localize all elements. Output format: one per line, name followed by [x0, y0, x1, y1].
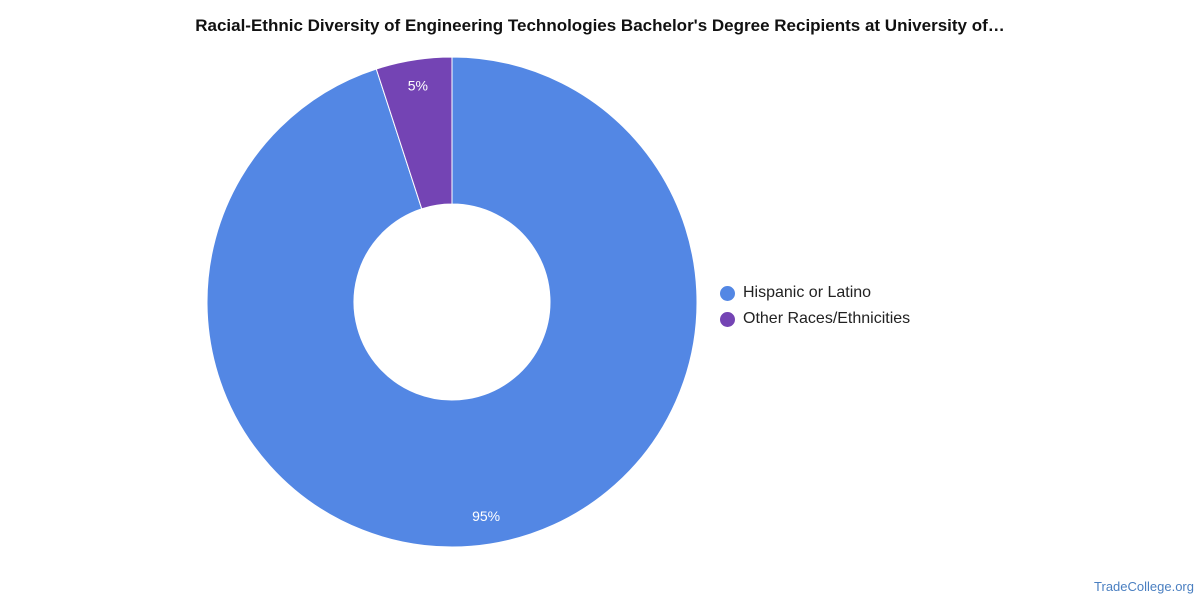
legend-label-other-races-ethnicities: Other Races/Ethnicities	[743, 310, 911, 327]
slice-label-hispanic-or-latino: 95%	[472, 508, 500, 524]
legend-label-hispanic-or-latino: Hispanic or Latino	[743, 284, 872, 301]
slice-hispanic-or-latino[interactable]	[206, 56, 698, 548]
watermark-link[interactable]: TradeCollege.org	[1094, 579, 1194, 594]
slice-other-races-ethnicities[interactable]	[375, 56, 453, 210]
legend-item-other-races-ethnicities[interactable]: Other Races/Ethnicities	[720, 306, 910, 332]
legend-swatch-hispanic-or-latino	[720, 285, 735, 301]
legend-swatch-other-races-ethnicities	[720, 311, 735, 327]
chart-title: Racial-Ethnic Diversity of Engineering T…	[195, 16, 1005, 35]
donut-slice-labels: 95% 5%	[408, 77, 500, 524]
slice-label-other-races-ethnicities: 5%	[408, 77, 428, 93]
legend: Hispanic or Latino Other Races/Ethniciti…	[720, 280, 910, 332]
donut-slices	[206, 56, 698, 548]
legend-item-hispanic-or-latino[interactable]: Hispanic or Latino	[720, 280, 910, 306]
